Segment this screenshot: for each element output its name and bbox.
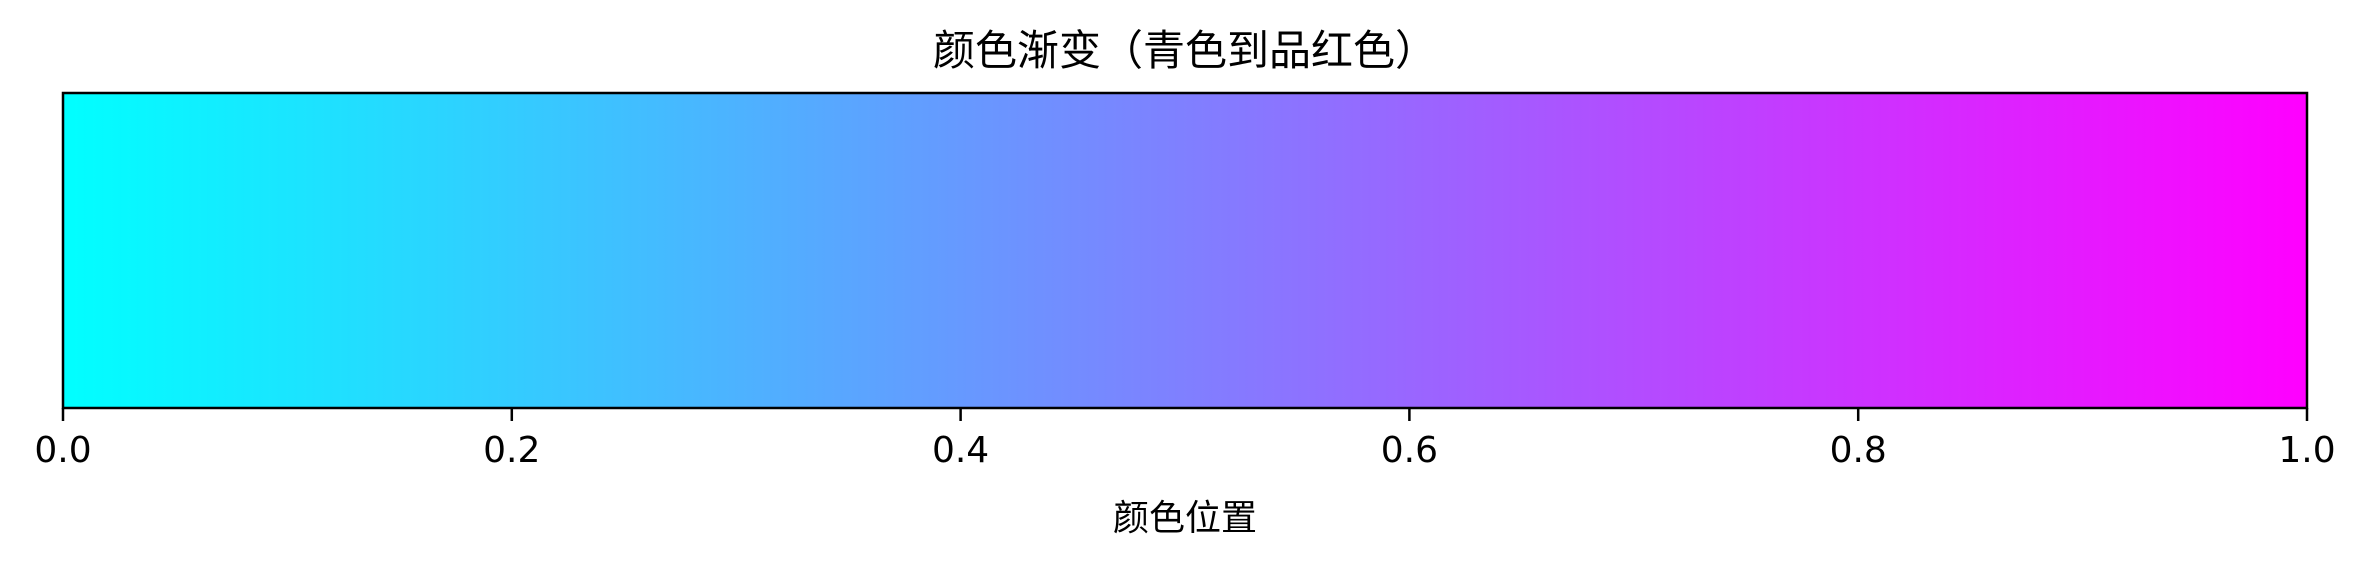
x-tick-label: 0.4 bbox=[932, 430, 989, 471]
colorbar-gradient bbox=[63, 93, 2307, 408]
plot-frame bbox=[61, 91, 2309, 410]
chart-title: 颜色渐变（青色到品红色） bbox=[933, 26, 1437, 75]
x-tick-label: 0.8 bbox=[1830, 430, 1887, 471]
x-axis-ticks: 0.0 0.2 0.4 0.6 0.8 1.0 bbox=[34, 408, 2336, 471]
x-tick-label: 0.2 bbox=[483, 430, 540, 471]
x-axis-label: 颜色位置 bbox=[1113, 498, 1257, 539]
x-tick-label: 1.0 bbox=[2278, 430, 2335, 471]
x-tick-label: 0.0 bbox=[34, 430, 91, 471]
x-tick-label: 0.6 bbox=[1381, 430, 1438, 471]
